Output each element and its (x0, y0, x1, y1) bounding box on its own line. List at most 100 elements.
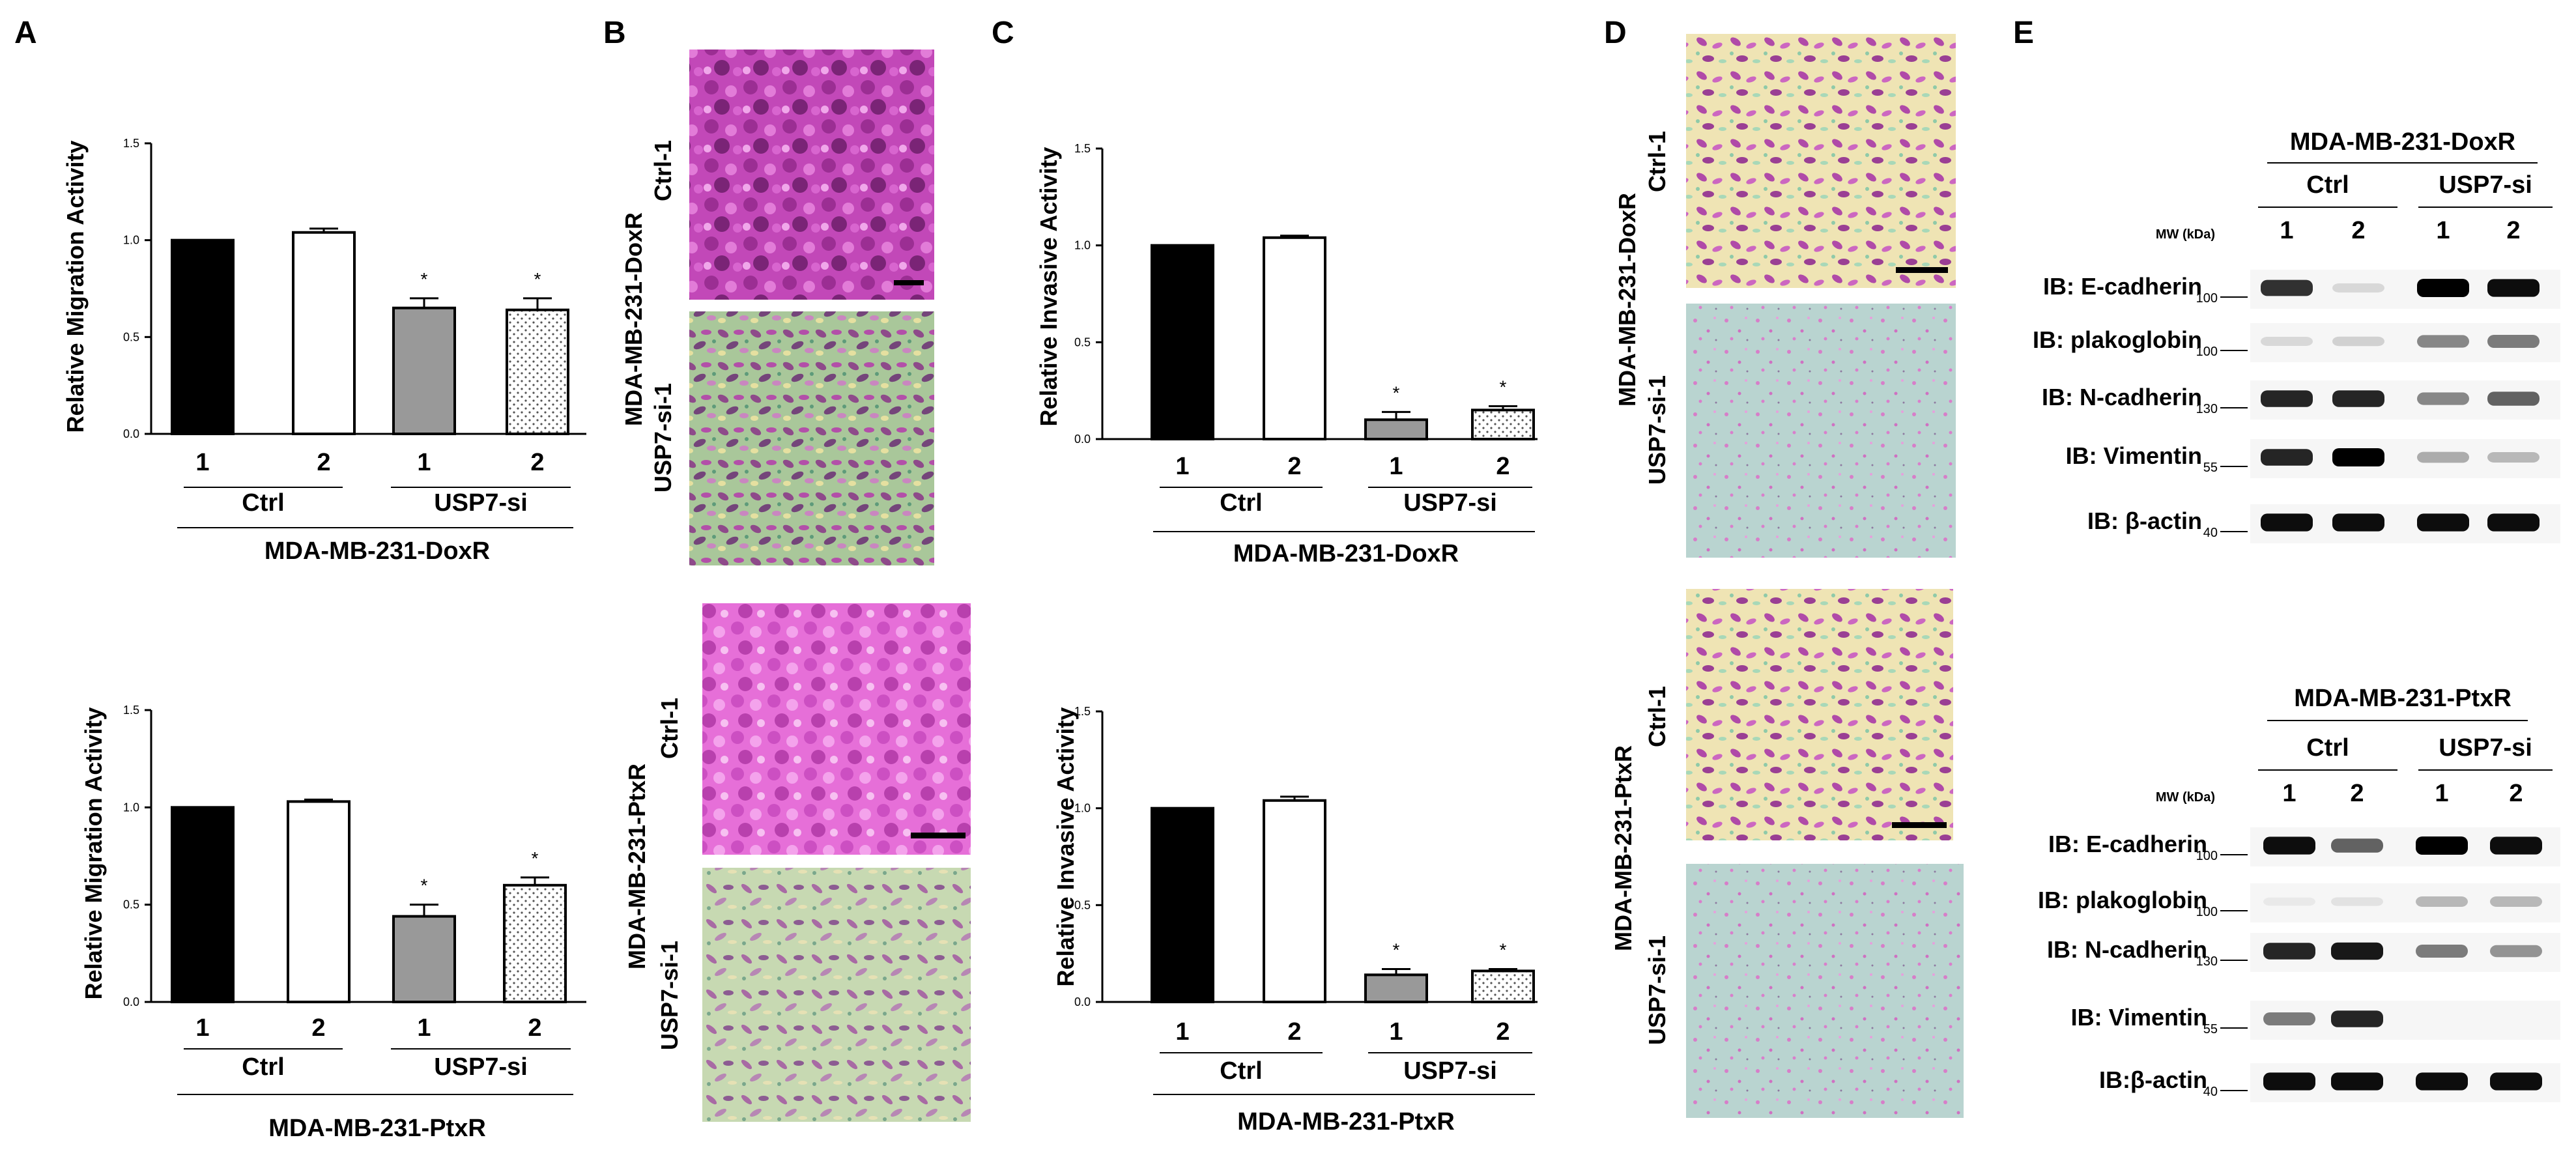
category-label: 2 (1287, 1018, 1301, 1046)
panel-letter-b: B (603, 16, 626, 50)
lane-label: 2 (2506, 217, 2520, 244)
blot-band (2332, 513, 2384, 532)
blot-band (2417, 335, 2469, 348)
lane-label: 1 (2282, 780, 2296, 807)
category-label: 2 (530, 449, 544, 476)
group-label: USP7-si (434, 489, 528, 517)
bar (1364, 418, 1428, 440)
blot-band (2487, 279, 2540, 297)
micrograph-d-ptxr-si (1686, 864, 1964, 1118)
blot-band (2261, 449, 2313, 466)
y-axis-label: Relative Migration Activity (80, 707, 107, 1000)
blot-band (2331, 942, 2383, 960)
y-tick-label: 1.0 (123, 801, 139, 814)
scale-bar (1892, 822, 1947, 828)
category-label: 1 (417, 1014, 431, 1042)
antibody-label: IB: plakoglobin (2038, 887, 2207, 913)
lane-label: 1 (2436, 217, 2450, 244)
cell-line-label: MDA-MB-231-DoxR (1233, 540, 1459, 567)
bar (506, 308, 569, 435)
significance-marker: * (421, 876, 428, 896)
panel-d-micrographs: MDA-MB-231-DoxR Ctrl-1 USP7-si-1 MDA-MB-… (1610, 34, 1964, 1118)
blot-title: MDA-MB-231-PtxR (2294, 685, 2512, 712)
micrograph-b-ptxr-ctrl (702, 603, 971, 855)
mw-marker: 40 (2203, 1085, 2218, 1099)
antibody-label: IB: Vimentin (2066, 442, 2202, 469)
blot-band (2261, 390, 2313, 407)
y-tick-label: 0.5 (1074, 336, 1091, 349)
bar (1151, 807, 1214, 1003)
category-label: 1 (1389, 1018, 1403, 1046)
y-tick-label: 1.5 (123, 137, 139, 150)
cell-line-label: MDA-MB-231-DoxR (620, 212, 647, 426)
blot-membrane (2250, 883, 2560, 922)
panel-letter-c: C (992, 16, 1014, 50)
significance-marker: * (1500, 377, 1507, 397)
group-label: Ctrl (1220, 1057, 1262, 1085)
blot-band (2332, 283, 2384, 293)
scale-bar (1896, 267, 1948, 273)
blot-band (2261, 337, 2313, 346)
blot-band (2263, 836, 2315, 855)
bar (392, 915, 456, 1003)
cell-line-label: MDA-MB-231-PtxR (623, 764, 650, 969)
category-label: 1 (1389, 453, 1403, 480)
antibody-label: IB: E-cadherin (2043, 273, 2202, 300)
category-label: 2 (317, 449, 330, 476)
significance-marker: * (532, 848, 539, 868)
panel-letter-e: E (2013, 16, 2034, 50)
cell-line-label: MDA-MB-231-DoxR (265, 537, 490, 565)
blot-band (2261, 513, 2313, 532)
blot-band (2487, 335, 2540, 348)
mw-marker: 55 (2203, 1022, 2218, 1036)
blot-band (2487, 392, 2540, 406)
mw-marker: 130 (2196, 954, 2218, 969)
bar (287, 800, 351, 1003)
sample-label: USP7-si-1 (650, 383, 676, 493)
category-label: 1 (1175, 453, 1189, 480)
mw-marker: 100 (2196, 849, 2218, 863)
significance-marker: * (1393, 382, 1400, 403)
bar (1364, 973, 1428, 1003)
western-blot-doxr: MDA-MB-231-DoxR Ctrl USP7-si MW (kDa) 1 2 1 2 IB… (2033, 128, 2560, 543)
micrograph-d-ptxr-ctrl (1686, 589, 1953, 840)
bar-chart-migration-doxr: 0.0 0.5 1.0 1.5 Relative Migration Activity 1… (62, 137, 586, 565)
mw-marker: 100 (2196, 905, 2218, 919)
scale-bar (894, 280, 924, 285)
category-label: 1 (195, 1014, 209, 1042)
bar (1263, 799, 1326, 1003)
mw-marker: 100 (2196, 291, 2218, 306)
blot-title: MDA-MB-231-DoxR (2290, 128, 2515, 156)
antibody-label: IB: β-actin (2087, 507, 2202, 534)
group-label: USP7-si (1403, 489, 1497, 517)
blot-band (2331, 897, 2383, 906)
y-tick-label: 0.0 (123, 427, 139, 440)
category-label: 2 (1287, 453, 1301, 480)
category-label: 2 (528, 1014, 541, 1042)
significance-marker: * (1393, 939, 1400, 960)
group-label: Ctrl (2306, 734, 2349, 762)
blot-band (2331, 1010, 2383, 1027)
bar (392, 306, 456, 435)
blot-band (2332, 336, 2384, 347)
blot-band (2490, 945, 2542, 958)
bar (1151, 244, 1214, 440)
mw-header: MW (kDa) (2156, 790, 2215, 805)
blot-band (2263, 1072, 2315, 1091)
blot-band (2331, 838, 2383, 853)
micrograph-b-doxr-ctrl (689, 50, 934, 300)
bar (171, 806, 235, 1004)
scale-bar (911, 833, 966, 838)
panel-letter-d: D (1604, 16, 1627, 50)
y-tick-label: 1.0 (123, 234, 139, 247)
mw-marker: 130 (2196, 402, 2218, 416)
y-tick-label: 1.5 (1074, 705, 1091, 718)
mw-marker: 40 (2203, 526, 2218, 540)
blot-band (2417, 279, 2469, 297)
y-tick-label: 0.5 (1074, 898, 1091, 911)
group-label: USP7-si (2439, 171, 2532, 199)
blot-band (2263, 943, 2315, 960)
blot-band (2263, 1012, 2315, 1025)
